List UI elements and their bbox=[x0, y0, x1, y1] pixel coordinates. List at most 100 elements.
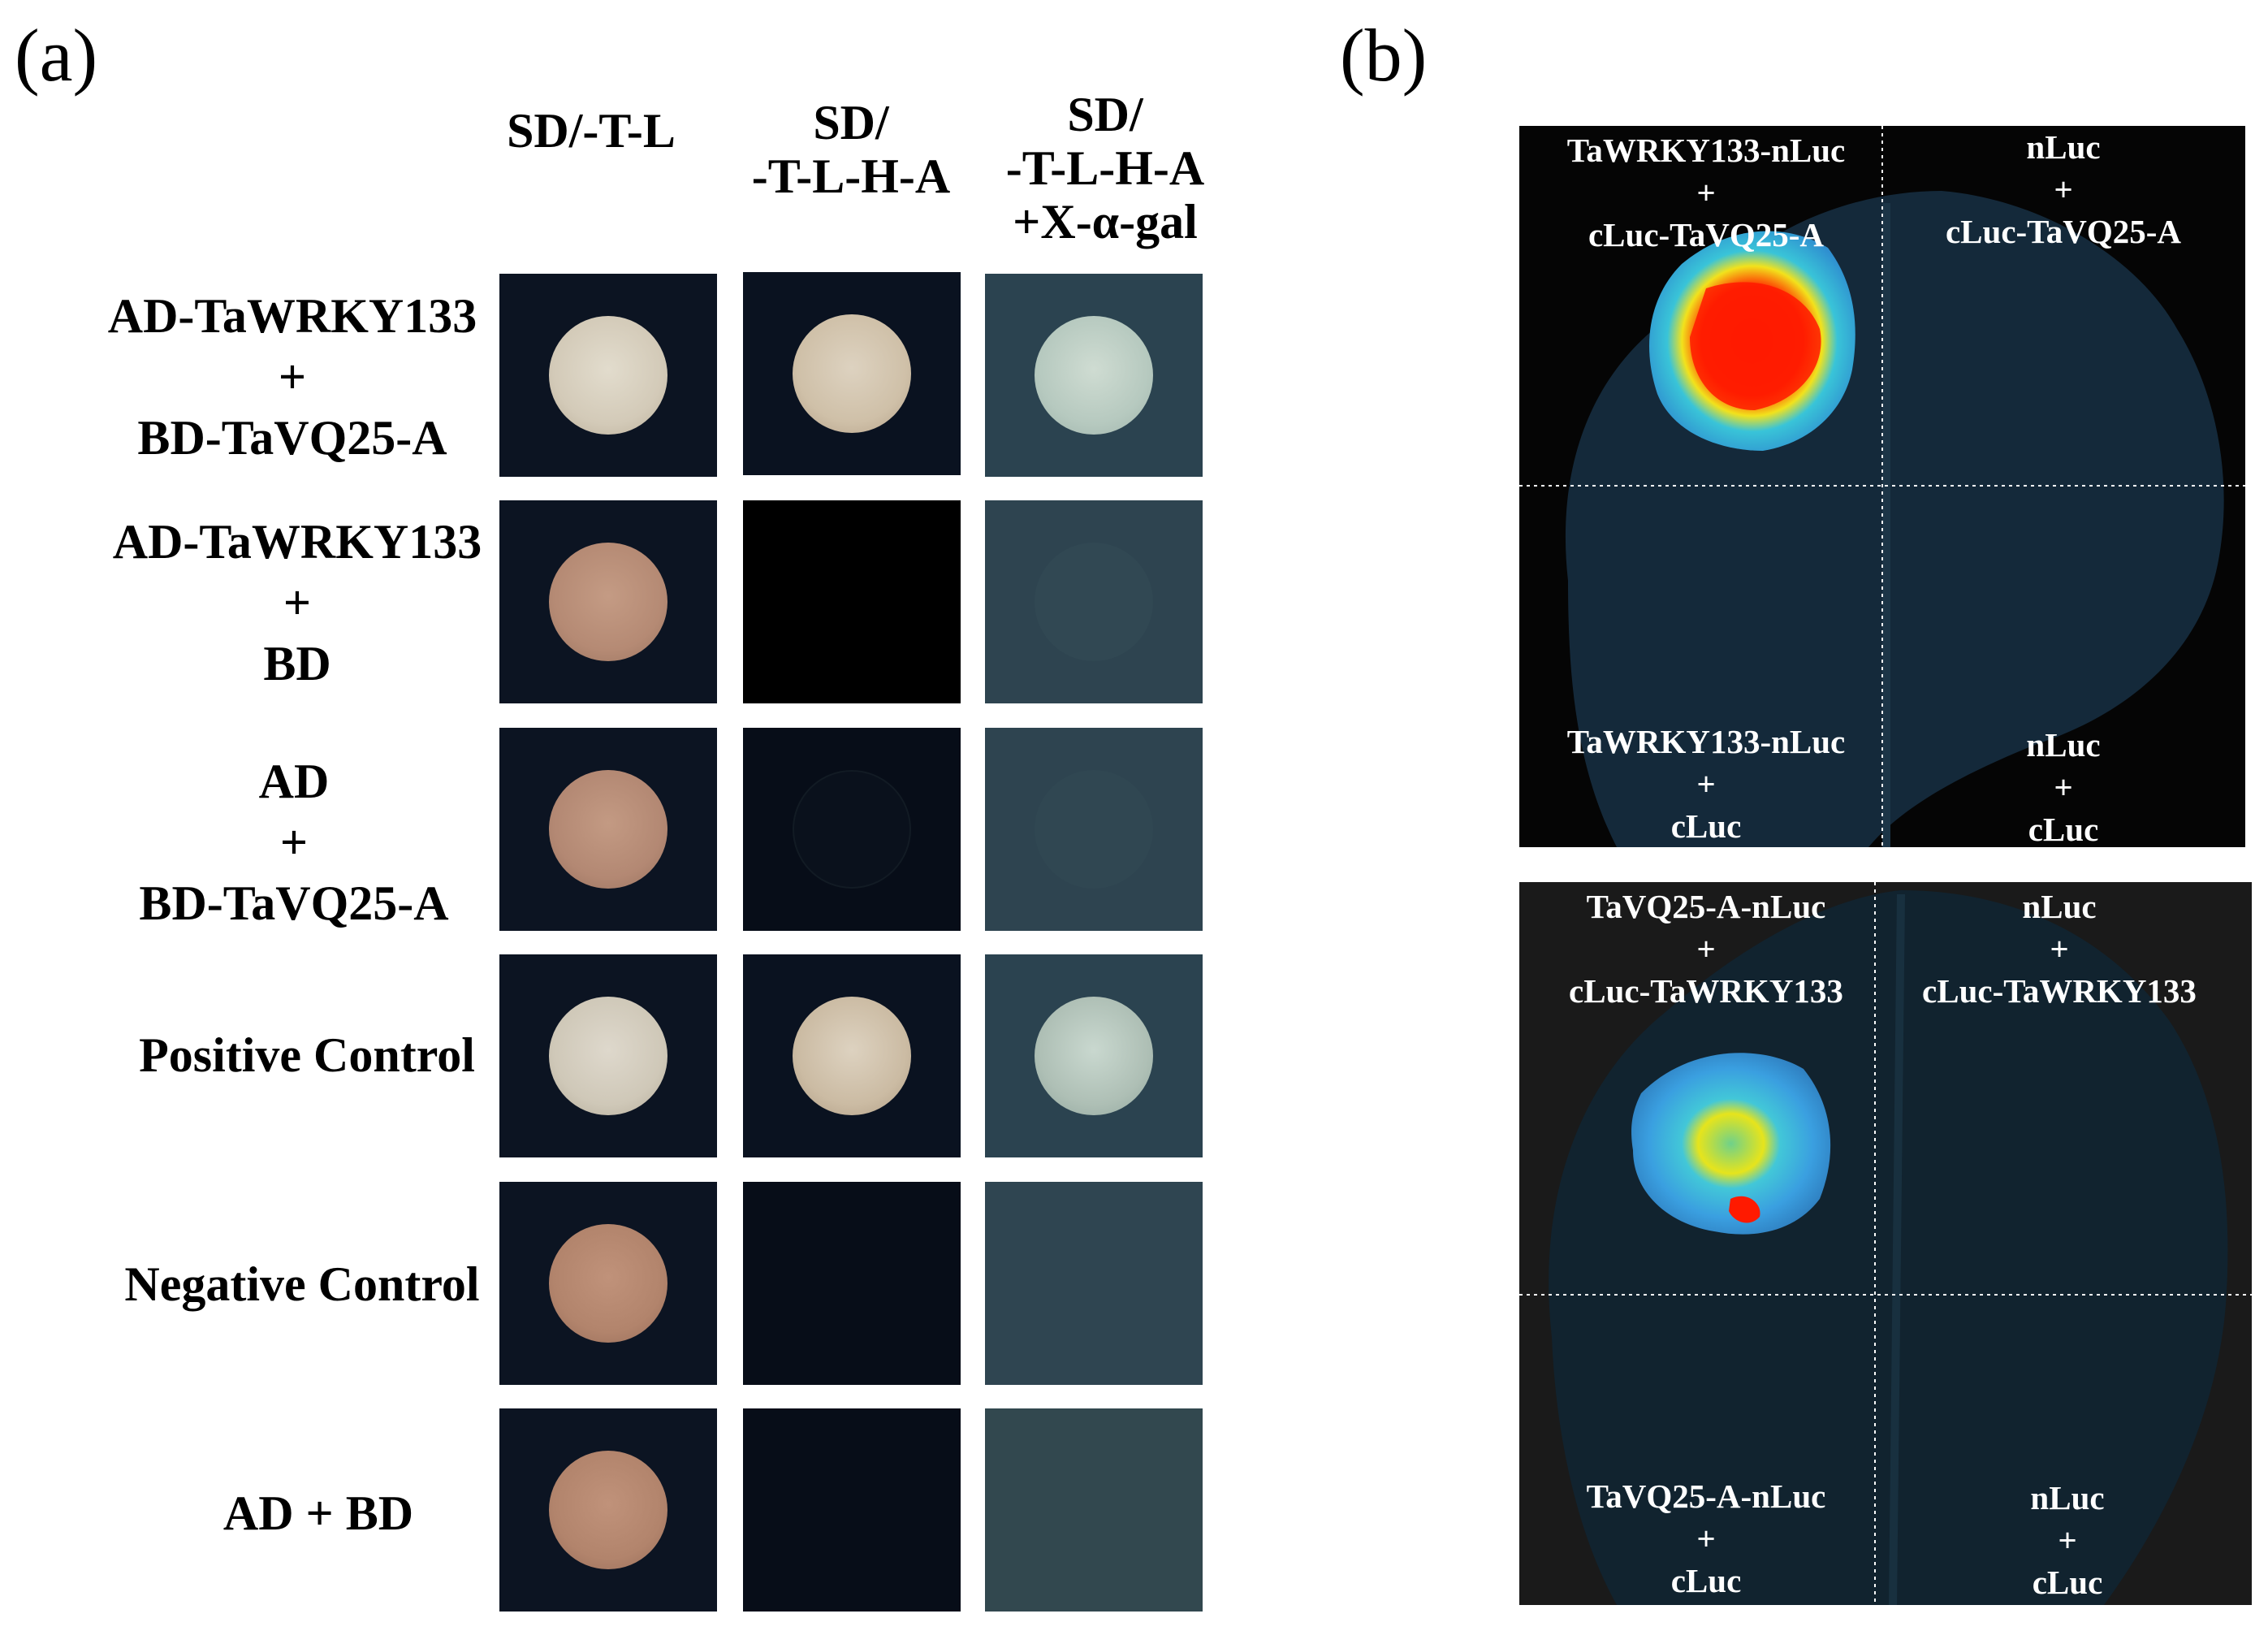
plate-row5-sd-t-l-h-a bbox=[743, 1182, 961, 1385]
colony bbox=[549, 1451, 667, 1569]
quadrant-label-top-left: TaWRKY133-nLuc + cLuc-TaVQ25-A bbox=[1519, 129, 1893, 256]
colony bbox=[549, 997, 667, 1115]
row-label-line: AD-TaWRKY133 bbox=[112, 515, 482, 569]
quadrant-label-line: nLuc bbox=[2022, 888, 2097, 925]
panel-b-letter: (b) bbox=[1340, 14, 1428, 97]
quadrant-label-bottom-right: nLuc + cLuc bbox=[1877, 724, 2245, 847]
panel-a-letter: (a) bbox=[15, 14, 98, 97]
quadrant-label-line: + bbox=[2054, 768, 2073, 806]
plate-row5-sd-t-l bbox=[499, 1182, 717, 1385]
plate-row4-sd-t-l bbox=[499, 954, 717, 1157]
colony bbox=[549, 1224, 667, 1343]
row-label-line: AD + BD bbox=[222, 1486, 414, 1540]
quadrant-label-line: cLuc-TaWRKY133 bbox=[1922, 972, 2197, 1010]
row-label-3: AD + BD-TaVQ25-A bbox=[67, 751, 521, 934]
plate-row2-xgal bbox=[985, 500, 1203, 703]
row-label-2: AD-TaWRKY133 + BD bbox=[70, 512, 525, 694]
plate-row3-sd-t-l bbox=[499, 728, 717, 931]
quadrant-label-line: cLuc-TaWRKY133 bbox=[1569, 972, 1843, 1010]
quadrant-label-line: cLuc bbox=[2032, 1564, 2103, 1601]
plate-row4-xgal bbox=[985, 954, 1203, 1157]
quadrant-label-bottom-left: TaWRKY133-nLuc + cLuc bbox=[1519, 720, 1893, 847]
quadrant-label-line: cLuc-TaVQ25-A bbox=[1588, 216, 1825, 253]
quadrant-label-top-right: nLuc + cLuc-TaVQ25-A bbox=[1877, 126, 2245, 253]
row-label-line: + bbox=[283, 576, 312, 629]
row-label-line: AD bbox=[258, 755, 330, 808]
column-header-line: SD/ bbox=[813, 96, 889, 149]
leaf-luminescence-image bbox=[1519, 126, 2245, 847]
colony-trace bbox=[793, 770, 911, 889]
plate-row6-sd-t-l-h-a bbox=[743, 1408, 961, 1612]
row-label-line: BD-TaVQ25-A bbox=[139, 876, 449, 930]
quadrant-label-line: + bbox=[1696, 1520, 1716, 1557]
luciferase-image-2: TaVQ25-A-nLuc + cLuc-TaWRKY133 nLuc + cL… bbox=[1519, 882, 2252, 1605]
quadrant-label-line: + bbox=[1696, 765, 1716, 803]
row-label-line: Negative Control bbox=[124, 1257, 480, 1311]
row-label-6: AD + BD bbox=[91, 1483, 546, 1544]
quadrant-label-line: + bbox=[2054, 171, 2073, 208]
plate-row6-sd-t-l bbox=[499, 1408, 717, 1612]
column-header-sd-t-l: SD/-T-L bbox=[457, 104, 725, 158]
plate-row2-sd-t-l-h-a bbox=[743, 500, 961, 703]
row-label-line: BD-TaVQ25-A bbox=[137, 411, 447, 465]
luciferase-image-1: TaWRKY133-nLuc + cLuc-TaVQ25-A nLuc + cL… bbox=[1519, 126, 2245, 847]
quadrant-label-line: cLuc bbox=[2028, 811, 2099, 847]
column-header-sd-t-l-h-a: SD/ -T-L-H-A bbox=[717, 96, 985, 203]
plate-row1-sd-t-l bbox=[499, 274, 717, 477]
colony bbox=[549, 316, 667, 435]
colony bbox=[1035, 316, 1153, 435]
colony bbox=[549, 770, 667, 889]
quadrant-label-line: nLuc bbox=[2026, 726, 2101, 764]
colony bbox=[549, 543, 667, 661]
column-header-line: SD/ bbox=[1067, 88, 1143, 141]
plate-row1-xgal bbox=[985, 274, 1203, 477]
row-label-line: BD bbox=[263, 637, 331, 690]
leaf-luminescence-image bbox=[1519, 882, 2252, 1605]
plate-row3-xgal bbox=[985, 728, 1203, 931]
quadrant-label-line: + bbox=[1696, 930, 1716, 967]
colony-trace bbox=[1035, 770, 1153, 889]
colony bbox=[793, 314, 911, 433]
plate-row2-sd-t-l bbox=[499, 500, 717, 703]
column-header-line: -T-L-H-A bbox=[1005, 141, 1205, 195]
colony bbox=[793, 997, 911, 1115]
signal-region bbox=[1631, 1053, 1831, 1235]
column-header-line: -T-L-H-A bbox=[751, 149, 951, 203]
row-label-line: Positive Control bbox=[139, 1028, 475, 1082]
plate-row5-xgal bbox=[985, 1182, 1203, 1385]
row-label-line: AD-TaWRKY133 bbox=[107, 289, 477, 343]
plate-row3-sd-t-l-h-a bbox=[743, 728, 961, 931]
quadrant-label-line: + bbox=[1696, 174, 1716, 211]
plate-row1-sd-t-l-h-a bbox=[743, 272, 961, 475]
row-label-1: AD-TaWRKY133 + BD-TaVQ25-A bbox=[65, 286, 520, 469]
quadrant-label-line: TaVQ25-A-nLuc bbox=[1586, 888, 1826, 925]
row-label-4: Positive Control bbox=[80, 1025, 534, 1086]
row-label-line: + bbox=[278, 350, 307, 404]
signal-blotch bbox=[1690, 282, 1821, 410]
quadrant-label-line: TaVQ25-A-nLuc bbox=[1586, 1477, 1826, 1515]
colony bbox=[1035, 997, 1153, 1115]
quadrant-label-line: TaWRKY133-nLuc bbox=[1566, 132, 1846, 169]
quadrant-label-bottom-left: TaVQ25-A-nLuc + cLuc bbox=[1519, 1475, 1893, 1602]
colony-trace bbox=[1035, 543, 1153, 661]
signal-hotspot bbox=[1729, 1196, 1760, 1223]
column-header-line: SD/-T-L bbox=[507, 104, 676, 158]
quadrant-label-line: nLuc bbox=[2026, 128, 2101, 166]
quadrant-label-line: nLuc bbox=[2030, 1479, 2105, 1516]
quadrant-label-top-right: nLuc + cLuc-TaWRKY133 bbox=[1873, 885, 2246, 1012]
plate-row6-xgal bbox=[985, 1408, 1203, 1612]
quadrant-label-bottom-right: nLuc + cLuc bbox=[1881, 1477, 2252, 1603]
quadrant-label-line: cLuc bbox=[1670, 1562, 1742, 1599]
leaf-vein bbox=[1889, 893, 1905, 1605]
row-label-5: Negative Control bbox=[75, 1254, 529, 1315]
plate-row4-sd-t-l-h-a bbox=[743, 954, 961, 1157]
column-header-line: +X-α-gal bbox=[1013, 195, 1198, 249]
quadrant-label-top-left: TaVQ25-A-nLuc + cLuc-TaWRKY133 bbox=[1519, 885, 1893, 1012]
quadrant-label-line: cLuc-TaVQ25-A bbox=[1945, 213, 2182, 250]
quadrant-label-line: + bbox=[2050, 930, 2069, 967]
row-label-line: + bbox=[279, 816, 309, 869]
quadrant-label-line: TaWRKY133-nLuc bbox=[1566, 723, 1846, 760]
quadrant-label-line: + bbox=[2058, 1521, 2077, 1559]
quadrant-label-line: cLuc bbox=[1670, 807, 1742, 845]
column-header-xgal: SD/ -T-L-H-A +X-α-gal bbox=[971, 88, 1239, 249]
